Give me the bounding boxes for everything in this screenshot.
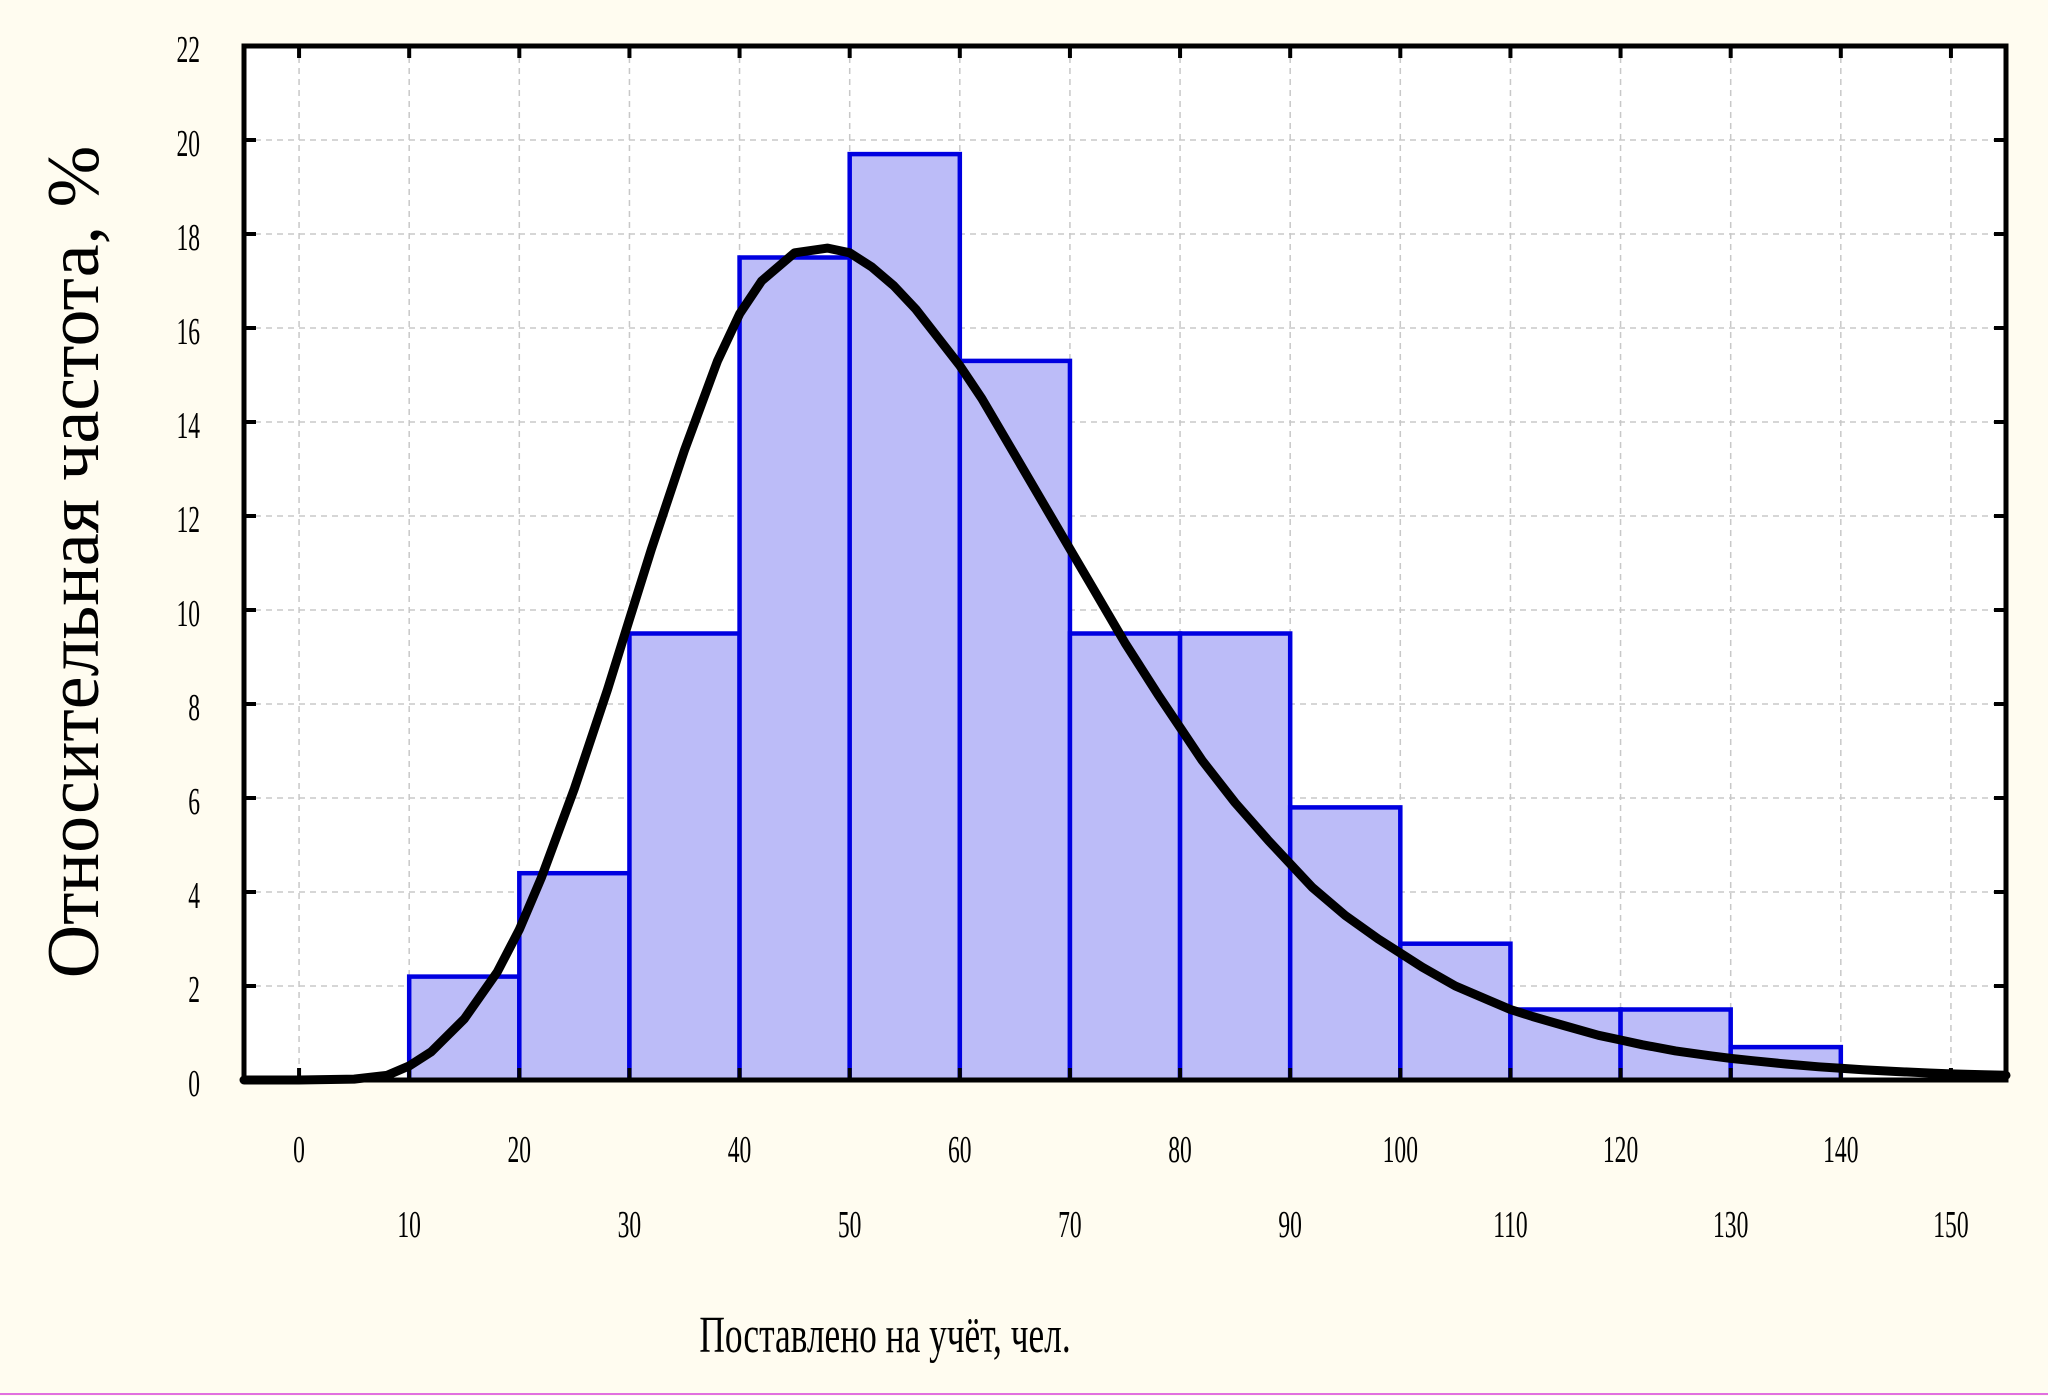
- x-tick-label: 0: [293, 1128, 305, 1170]
- histogram-bar: [627, 631, 742, 1083]
- y-tick-label: 8: [188, 686, 200, 728]
- y-tick-label: 14: [176, 404, 200, 446]
- y-tick-label: 12: [176, 498, 200, 540]
- x-tick-label: 150: [1933, 1203, 1968, 1245]
- x-tick-label: 70: [1058, 1203, 1082, 1245]
- histogram-bar: [1177, 631, 1293, 1083]
- x-tick-label: 110: [1493, 1203, 1527, 1245]
- x-tick-label: 20: [508, 1128, 532, 1170]
- histogram-bar: [517, 870, 632, 1083]
- fitted-density-curve: [239, 243, 2011, 1085]
- x-tick-label: 30: [618, 1203, 642, 1245]
- y-tick-label: 4: [188, 874, 200, 916]
- x-tick-label: 130: [1713, 1203, 1748, 1245]
- plot-frame: [241, 43, 2009, 1083]
- x-tick-label: 90: [1278, 1203, 1302, 1245]
- histogram-bar: [1508, 1007, 1623, 1083]
- y-tick-label: 16: [176, 310, 200, 352]
- y-tick-label: 10: [176, 592, 200, 634]
- y-tick-label: 6: [188, 780, 200, 822]
- y-tick-label: 0: [188, 1062, 200, 1104]
- x-tick-label: 120: [1603, 1128, 1638, 1170]
- x-tick-label: 40: [728, 1128, 752, 1170]
- histogram-bar: [737, 255, 852, 1083]
- y-axis-label: Относительная частота, %: [33, 146, 115, 979]
- x-tick-label: 100: [1383, 1128, 1418, 1170]
- histogram-bar: [957, 358, 1073, 1083]
- y-tick-label: 22: [176, 28, 200, 70]
- x-tick-label: 60: [948, 1128, 972, 1170]
- histogram-bar: [847, 151, 963, 1083]
- x-tick-label: 10: [397, 1203, 421, 1245]
- x-tick-label: 140: [1823, 1128, 1858, 1170]
- x-tick-label: 80: [1168, 1128, 1192, 1170]
- y-tick-label: 2: [188, 968, 200, 1010]
- x-axis-label: Поставлено на учёт, чел.: [699, 1305, 1070, 1363]
- y-tick-label: 20: [176, 122, 200, 164]
- histogram-bar: [406, 974, 522, 1083]
- x-tick-label: 50: [838, 1203, 862, 1245]
- y-tick-label: 18: [176, 216, 200, 258]
